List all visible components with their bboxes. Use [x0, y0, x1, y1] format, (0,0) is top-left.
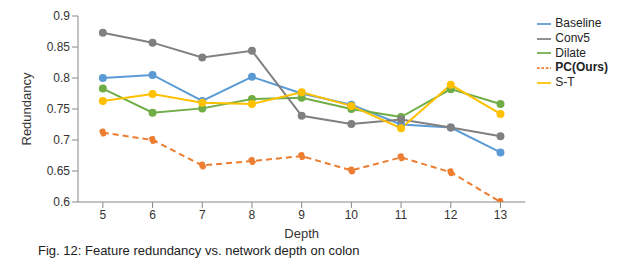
- html-text:Baseline: Baseline: [555, 16, 602, 30]
- html-text:Dilate: Dilate: [555, 45, 586, 60]
- svg-text:11: 11: [395, 208, 408, 222]
- svg-text:13: 13: [494, 208, 508, 222]
- svg-text:8: 8: [249, 208, 256, 222]
- html-text:S-T: S-T: [555, 75, 575, 90]
- svg-text:0.75: 0.75: [47, 102, 71, 116]
- svg-text:Redundancy: Redundancy: [19, 72, 34, 145]
- svg-text:0.6: 0.6: [53, 195, 70, 209]
- svg-text:7: 7: [199, 208, 206, 222]
- svg-text:0.8: 0.8: [53, 71, 70, 85]
- html-text:PC(Ours): PC(Ours): [555, 60, 608, 75]
- svg-text:9: 9: [298, 208, 305, 222]
- svg-text:0.85: 0.85: [47, 40, 71, 54]
- svg-text:0.7: 0.7: [53, 133, 70, 147]
- svg-text:6: 6: [149, 208, 156, 222]
- svg-text:Depth: Depth: [284, 226, 319, 241]
- svg-text:5: 5: [100, 208, 107, 222]
- svg-text:10: 10: [345, 208, 359, 222]
- html-text:Fig. 12: Feature redundancy vs: Fig. 12: Feature redundancy vs. network …: [38, 243, 360, 258]
- svg-text:0.65: 0.65: [47, 164, 71, 178]
- svg-text:12: 12: [444, 208, 458, 222]
- svg-text:0.9: 0.9: [53, 9, 70, 23]
- html-text:Conv5: Conv5: [555, 30, 590, 45]
